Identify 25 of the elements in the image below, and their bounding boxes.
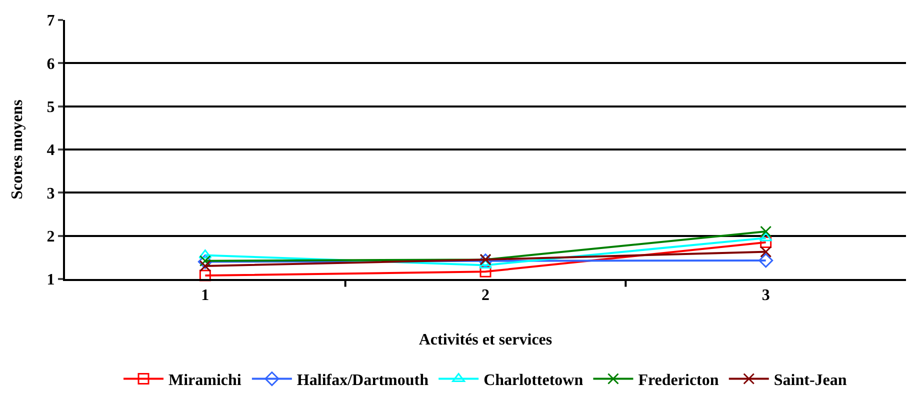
y-tick-label: 6 xyxy=(46,56,55,73)
x-tick-label: 2 xyxy=(482,287,490,304)
point xyxy=(760,226,772,238)
y-tick-label: 1 xyxy=(46,272,55,289)
y-tick-label: 7 xyxy=(46,12,55,30)
y-tick-label: 4 xyxy=(46,142,55,160)
legend-label: Charlottetown xyxy=(484,372,584,390)
y-tick-label: 3 xyxy=(46,185,55,202)
legend-label: Miramichi xyxy=(168,372,242,390)
x-axis-title: Activités et services xyxy=(418,331,552,348)
point xyxy=(758,253,774,268)
point xyxy=(480,266,492,278)
legend-label: Halifax/Dartmouth xyxy=(296,372,429,390)
point xyxy=(759,232,772,242)
y-axis-title: Scores moyens xyxy=(9,100,26,200)
point xyxy=(760,246,772,258)
point xyxy=(199,270,211,282)
x-tick-label: 3 xyxy=(762,287,770,304)
x-tick-label: 1 xyxy=(201,287,210,304)
point xyxy=(760,236,772,248)
point xyxy=(198,250,212,259)
y-tick-label: 5 xyxy=(46,98,55,116)
legend-label: Fredericton xyxy=(638,372,719,390)
y-tick-label: 2 xyxy=(46,228,55,246)
legend-label: Saint-Jean xyxy=(774,372,847,390)
